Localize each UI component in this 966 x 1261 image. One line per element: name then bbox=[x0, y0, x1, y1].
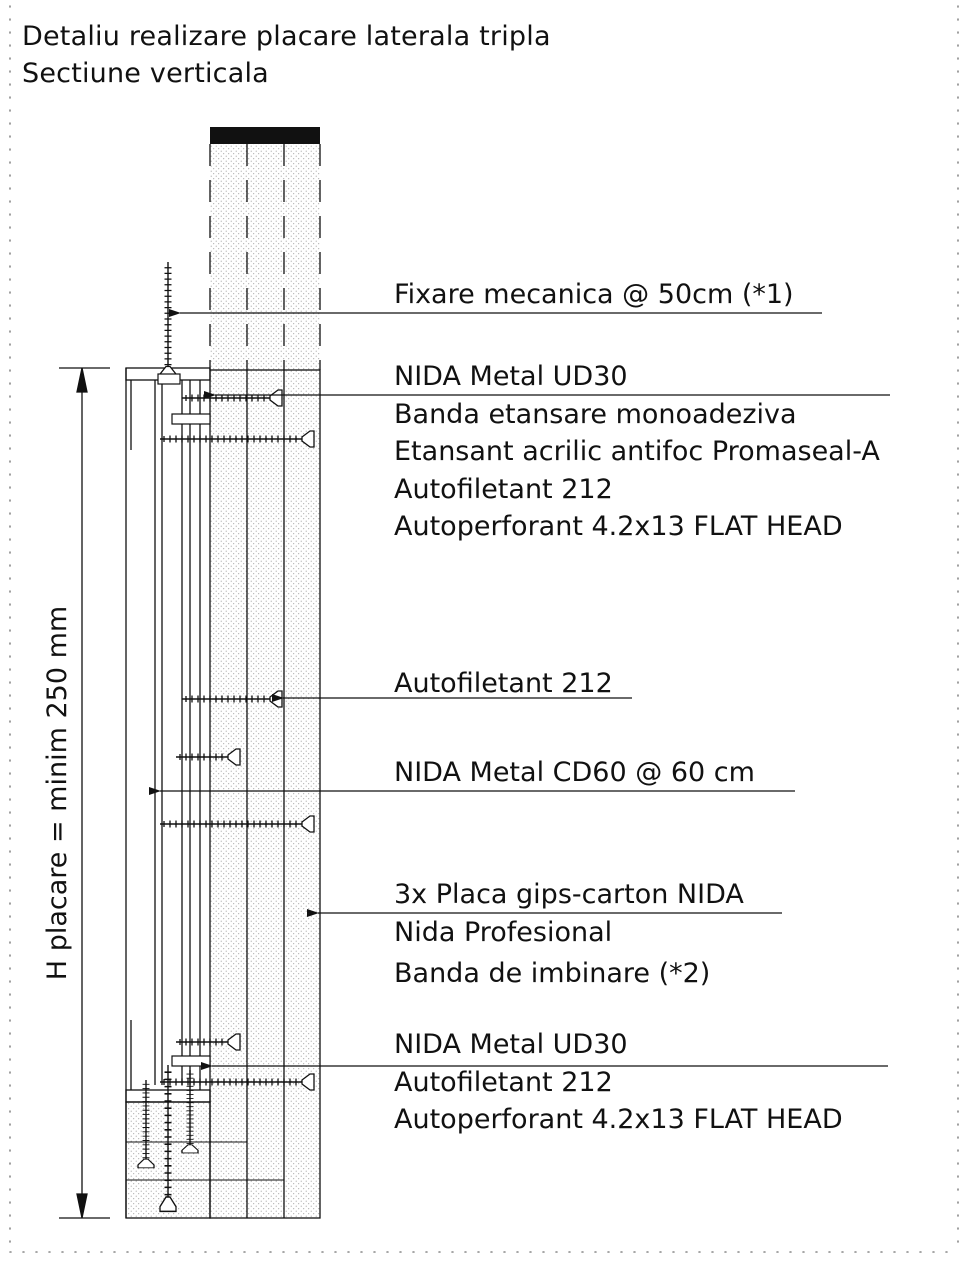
label-self-tapping-mid: Autofiletant 212 bbox=[394, 668, 613, 699]
height-dimension-label: H placare = minim 250 mm bbox=[42, 606, 73, 980]
top-fixing-screw bbox=[157, 261, 181, 385]
sheet-border bbox=[9, 5, 959, 1253]
label-self-tapping-top: Autofiletant 212 bbox=[394, 474, 613, 505]
label-ud30-top: NIDA Metal UD30 bbox=[394, 361, 628, 392]
label-gypsum-boards: 3x Placa gips-carton NIDA bbox=[394, 879, 744, 910]
label-joint-tape: Banda de imbinare (*2) bbox=[394, 958, 711, 989]
drawing-subtitle: Sectiune verticala bbox=[22, 58, 269, 89]
horizontal-screws bbox=[159, 389, 315, 1091]
label-self-tapping-bottom: Autofiletant 212 bbox=[394, 1067, 613, 1098]
gypsum-board-layers bbox=[209, 369, 321, 1219]
label-self-drilling-top: Autoperforant 4.2x13 FLAT HEAD bbox=[394, 511, 843, 542]
label-nida-profesional: Nida Profesional bbox=[394, 917, 613, 948]
label-cd60: NIDA Metal CD60 @ 60 cm bbox=[394, 757, 755, 788]
label-ud30-bottom: NIDA Metal UD30 bbox=[394, 1029, 628, 1060]
label-sealing-tape: Banda etansare monoadeziva bbox=[394, 399, 797, 430]
height-dimension bbox=[59, 367, 110, 1219]
drawing-title: Detaliu realizare placare laterala tripl… bbox=[22, 21, 551, 52]
label-self-drilling-bottom: Autoperforant 4.2x13 FLAT HEAD bbox=[394, 1104, 843, 1135]
label-mechanical-fixing: Fixare mecanica @ 50cm (*1) bbox=[394, 279, 794, 310]
upper-wall bbox=[209, 127, 321, 370]
label-fire-sealant: Etansant acrilic antifoc Promaseal-A bbox=[394, 436, 880, 467]
leader-lines bbox=[149, 309, 890, 1070]
